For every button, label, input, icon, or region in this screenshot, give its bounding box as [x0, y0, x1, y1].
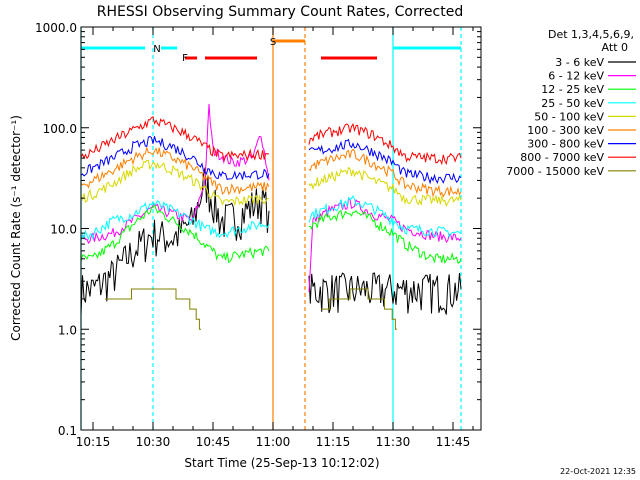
series-line — [80, 203, 270, 264]
legend-entry-label: 300 - 800 keV — [527, 138, 604, 151]
legend-entry-label: 800 - 7000 keV — [520, 151, 604, 164]
x-tick-label: 11:30 — [376, 435, 411, 449]
flare-flag-label: F — [182, 53, 188, 64]
x-tick-label: 11:15 — [316, 435, 351, 449]
series-group — [80, 103, 462, 330]
series-line — [308, 194, 462, 239]
y-tick-label: 100.0 — [43, 122, 77, 136]
y-tick-label: 0.1 — [58, 424, 77, 438]
y-tick-label: 1.0 — [58, 323, 77, 337]
legend-entry-label: 50 - 100 keV — [534, 110, 604, 123]
legend-header-line1: Det 1,3,4,5,6,9, — [548, 28, 634, 41]
series-line — [80, 167, 270, 316]
series-line — [321, 288, 397, 330]
series-line — [308, 198, 462, 292]
series-line — [80, 135, 270, 181]
series-line — [80, 200, 270, 242]
legend-entry-label: 3 - 6 keV — [555, 56, 604, 69]
legend-header-line2: Att 0 — [602, 41, 628, 54]
x-tick-label: 10:15 — [76, 435, 111, 449]
x-tick-label: 10:30 — [136, 435, 171, 449]
x-tick-label: 11:45 — [436, 435, 471, 449]
y-tick-label: 1000.0 — [35, 21, 77, 35]
series-line — [308, 209, 462, 264]
series-line — [308, 166, 462, 207]
y-axis-label: Corrected Count Rate (s⁻¹ detector⁻¹) — [9, 115, 23, 341]
series-line — [80, 146, 270, 195]
legend-entry-label: 12 - 25 keV — [541, 83, 604, 96]
chart-title: RHESSI Observing Summary Count Rates, Co… — [97, 4, 463, 20]
series-line — [308, 138, 462, 185]
series-line — [308, 122, 462, 166]
series-line — [308, 272, 462, 315]
series-line — [308, 148, 462, 198]
y-tick-label: 10.0 — [50, 223, 77, 237]
series-line — [80, 116, 269, 163]
legend-entry-label: 6 - 12 keV — [548, 70, 604, 83]
series-line — [105, 288, 201, 330]
night-flag-label: N — [153, 44, 160, 55]
x-axis-label: Start Time (25-Sep-13 10:12:02) — [184, 456, 379, 470]
footer-date: 22-Oct-2021 12:35 — [560, 467, 636, 476]
axes: 10:15 10:30 10:45 11:00 11:15 11:30 11:45 0.1 1.… — [35, 21, 481, 449]
x-tick-label: 11:00 — [256, 435, 291, 449]
legend-entry-label: 100 - 300 keV — [527, 124, 604, 137]
series-line — [80, 159, 270, 207]
legend-entry-label: 7000 - 15000 keV — [506, 165, 604, 178]
saa-flag-label: S — [270, 37, 276, 48]
x-tick-label: 10:45 — [196, 435, 231, 449]
legend-entry-label: 25 - 50 keV — [541, 97, 604, 110]
